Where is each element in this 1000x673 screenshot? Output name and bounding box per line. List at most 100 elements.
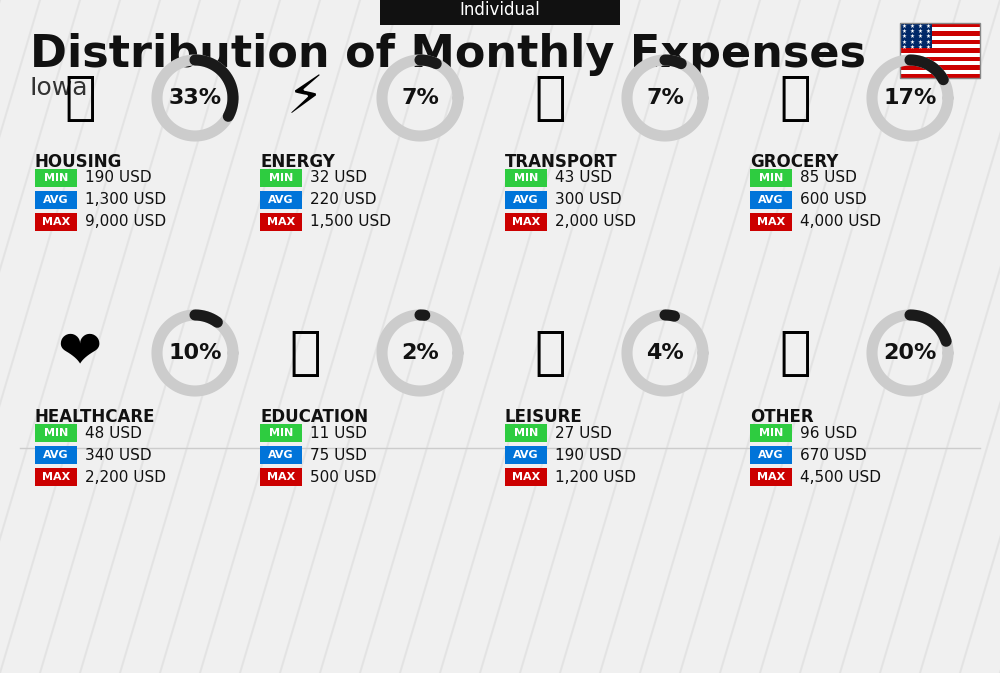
Text: ★: ★ bbox=[902, 44, 906, 50]
Text: Distribution of Monthly Expenses: Distribution of Monthly Expenses bbox=[30, 34, 866, 77]
Text: MAX: MAX bbox=[757, 472, 785, 482]
Text: ★: ★ bbox=[918, 34, 922, 40]
Text: 4,500 USD: 4,500 USD bbox=[800, 470, 881, 485]
Text: ★: ★ bbox=[926, 44, 930, 50]
Text: MIN: MIN bbox=[44, 173, 68, 183]
FancyBboxPatch shape bbox=[505, 191, 547, 209]
FancyBboxPatch shape bbox=[260, 446, 302, 464]
FancyBboxPatch shape bbox=[505, 424, 547, 442]
FancyBboxPatch shape bbox=[750, 191, 792, 209]
Bar bbox=[900, 40, 980, 44]
Text: ★: ★ bbox=[918, 40, 922, 44]
Text: 500 USD: 500 USD bbox=[310, 470, 376, 485]
Text: 💰: 💰 bbox=[779, 327, 811, 379]
FancyBboxPatch shape bbox=[260, 424, 302, 442]
FancyBboxPatch shape bbox=[505, 446, 547, 464]
Bar bbox=[900, 69, 980, 74]
Text: AVG: AVG bbox=[513, 450, 539, 460]
Text: 27 USD: 27 USD bbox=[555, 425, 612, 441]
Text: MAX: MAX bbox=[512, 217, 540, 227]
Text: ★: ★ bbox=[902, 24, 906, 30]
Text: AVG: AVG bbox=[758, 450, 784, 460]
FancyBboxPatch shape bbox=[260, 191, 302, 209]
Text: 4%: 4% bbox=[646, 343, 684, 363]
Bar bbox=[900, 23, 980, 78]
Text: AVG: AVG bbox=[758, 195, 784, 205]
Text: MAX: MAX bbox=[512, 472, 540, 482]
Text: OTHER: OTHER bbox=[750, 408, 814, 426]
Text: 🛒: 🛒 bbox=[779, 72, 811, 124]
Text: 300 USD: 300 USD bbox=[555, 192, 622, 207]
FancyBboxPatch shape bbox=[750, 169, 792, 187]
FancyBboxPatch shape bbox=[35, 468, 77, 486]
Text: AVG: AVG bbox=[268, 450, 294, 460]
Bar bbox=[900, 74, 980, 78]
Text: ★: ★ bbox=[926, 30, 930, 34]
Text: 20%: 20% bbox=[883, 343, 937, 363]
Text: Individual: Individual bbox=[460, 1, 540, 19]
Text: 2,000 USD: 2,000 USD bbox=[555, 215, 636, 229]
Text: MAX: MAX bbox=[267, 472, 295, 482]
FancyBboxPatch shape bbox=[505, 169, 547, 187]
FancyBboxPatch shape bbox=[380, 0, 620, 25]
Text: 96 USD: 96 USD bbox=[800, 425, 857, 441]
Bar bbox=[900, 27, 980, 32]
FancyBboxPatch shape bbox=[260, 169, 302, 187]
Bar bbox=[900, 57, 980, 61]
Bar bbox=[900, 44, 980, 48]
Text: 2%: 2% bbox=[401, 343, 439, 363]
Bar bbox=[900, 32, 980, 36]
Text: ★: ★ bbox=[910, 30, 914, 34]
Text: AVG: AVG bbox=[43, 450, 69, 460]
Text: 670 USD: 670 USD bbox=[800, 448, 867, 462]
Text: ★: ★ bbox=[918, 44, 922, 50]
Text: 1,300 USD: 1,300 USD bbox=[85, 192, 166, 207]
FancyBboxPatch shape bbox=[35, 191, 77, 209]
Text: 🛍: 🛍 bbox=[534, 327, 566, 379]
Bar bbox=[900, 23, 980, 27]
Text: ★: ★ bbox=[910, 34, 914, 40]
Text: 43 USD: 43 USD bbox=[555, 170, 612, 186]
Text: ★: ★ bbox=[918, 30, 922, 34]
Text: LEISURE: LEISURE bbox=[505, 408, 583, 426]
Text: Iowa: Iowa bbox=[30, 76, 88, 100]
Text: 75 USD: 75 USD bbox=[310, 448, 367, 462]
Text: 11 USD: 11 USD bbox=[310, 425, 367, 441]
Bar bbox=[900, 52, 980, 57]
Text: ★: ★ bbox=[902, 30, 906, 34]
Text: AVG: AVG bbox=[43, 195, 69, 205]
Text: MIN: MIN bbox=[269, 428, 293, 438]
Text: 2,200 USD: 2,200 USD bbox=[85, 470, 166, 485]
Text: ★: ★ bbox=[910, 40, 914, 44]
Text: ★: ★ bbox=[926, 24, 930, 30]
Text: GROCERY: GROCERY bbox=[750, 153, 838, 171]
Text: ★: ★ bbox=[918, 24, 922, 30]
Text: MIN: MIN bbox=[514, 173, 538, 183]
Text: 85 USD: 85 USD bbox=[800, 170, 857, 186]
FancyBboxPatch shape bbox=[35, 446, 77, 464]
Text: ★: ★ bbox=[902, 40, 906, 44]
FancyBboxPatch shape bbox=[505, 213, 547, 231]
Text: 33%: 33% bbox=[168, 88, 222, 108]
Text: EDUCATION: EDUCATION bbox=[260, 408, 368, 426]
Text: 32 USD: 32 USD bbox=[310, 170, 367, 186]
Text: 10%: 10% bbox=[168, 343, 222, 363]
Text: 1,500 USD: 1,500 USD bbox=[310, 215, 391, 229]
Text: 🎓: 🎓 bbox=[289, 327, 321, 379]
Text: MIN: MIN bbox=[44, 428, 68, 438]
FancyBboxPatch shape bbox=[260, 468, 302, 486]
Text: MAX: MAX bbox=[42, 472, 70, 482]
Bar bbox=[900, 36, 980, 40]
Text: 600 USD: 600 USD bbox=[800, 192, 867, 207]
Text: 4,000 USD: 4,000 USD bbox=[800, 215, 881, 229]
Text: 7%: 7% bbox=[646, 88, 684, 108]
Text: MIN: MIN bbox=[759, 173, 783, 183]
Text: 190 USD: 190 USD bbox=[85, 170, 152, 186]
Text: 1,200 USD: 1,200 USD bbox=[555, 470, 636, 485]
Text: ★: ★ bbox=[902, 34, 906, 40]
Text: 9,000 USD: 9,000 USD bbox=[85, 215, 166, 229]
Text: 48 USD: 48 USD bbox=[85, 425, 142, 441]
FancyBboxPatch shape bbox=[260, 213, 302, 231]
Text: ★: ★ bbox=[926, 34, 930, 40]
FancyBboxPatch shape bbox=[750, 213, 792, 231]
